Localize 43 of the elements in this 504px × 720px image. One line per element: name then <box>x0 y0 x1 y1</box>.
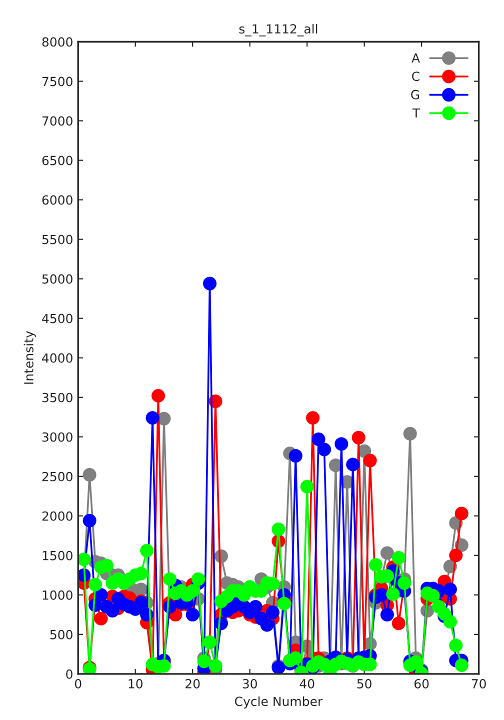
point <box>449 548 463 562</box>
y-tick-label: 1500 <box>42 550 72 560</box>
x-tick-label: 40 <box>300 679 314 688</box>
point <box>82 468 96 482</box>
y-tick-label: 3500 <box>42 392 72 402</box>
x-axis-title: Cycle Number <box>234 696 323 709</box>
y-axis-title: Intensity <box>24 331 36 384</box>
y-tick-label: 1000 <box>42 590 72 600</box>
y-tick-label: 500 <box>50 630 72 640</box>
y-tick-label: 6500 <box>42 156 72 166</box>
x-tick-label: 50 <box>357 679 372 688</box>
y-tick-label: 4000 <box>42 353 72 363</box>
point <box>363 454 377 468</box>
y-tick-label: 2000 <box>42 511 72 521</box>
x-tick-label: 60 <box>414 679 429 688</box>
y-tick-label: 5500 <box>42 234 72 244</box>
point <box>403 426 417 440</box>
point <box>352 430 366 444</box>
chart-title: s_1_1112_all <box>239 24 318 36</box>
y-tick-label: 2500 <box>42 472 72 482</box>
x-tick-label: 30 <box>242 679 257 688</box>
point <box>380 546 394 560</box>
y-tick-label: 6000 <box>42 195 72 205</box>
legend-label: G <box>411 90 420 100</box>
y-tick-label: 3000 <box>42 432 72 442</box>
y-tick-label: 5000 <box>42 274 72 284</box>
legend-label: A <box>412 53 420 63</box>
y-tick-label: 7500 <box>42 76 72 86</box>
point <box>392 616 406 630</box>
point <box>306 411 320 425</box>
point <box>94 612 108 626</box>
point <box>454 506 468 520</box>
legend-label: C <box>412 72 420 82</box>
y-tick-label: 8000 <box>42 37 72 47</box>
point <box>151 389 166 403</box>
y-tick-label: 7000 <box>42 116 72 126</box>
x-tick-label: 10 <box>128 679 142 688</box>
x-tick-label: 20 <box>186 679 200 688</box>
x-tick-label: 70 <box>472 679 486 688</box>
y-tick-label: 0 <box>66 669 72 679</box>
legend-label: T <box>412 108 420 118</box>
x-tick-label: 0 <box>74 679 82 688</box>
y-tick-label: 4500 <box>42 314 72 324</box>
